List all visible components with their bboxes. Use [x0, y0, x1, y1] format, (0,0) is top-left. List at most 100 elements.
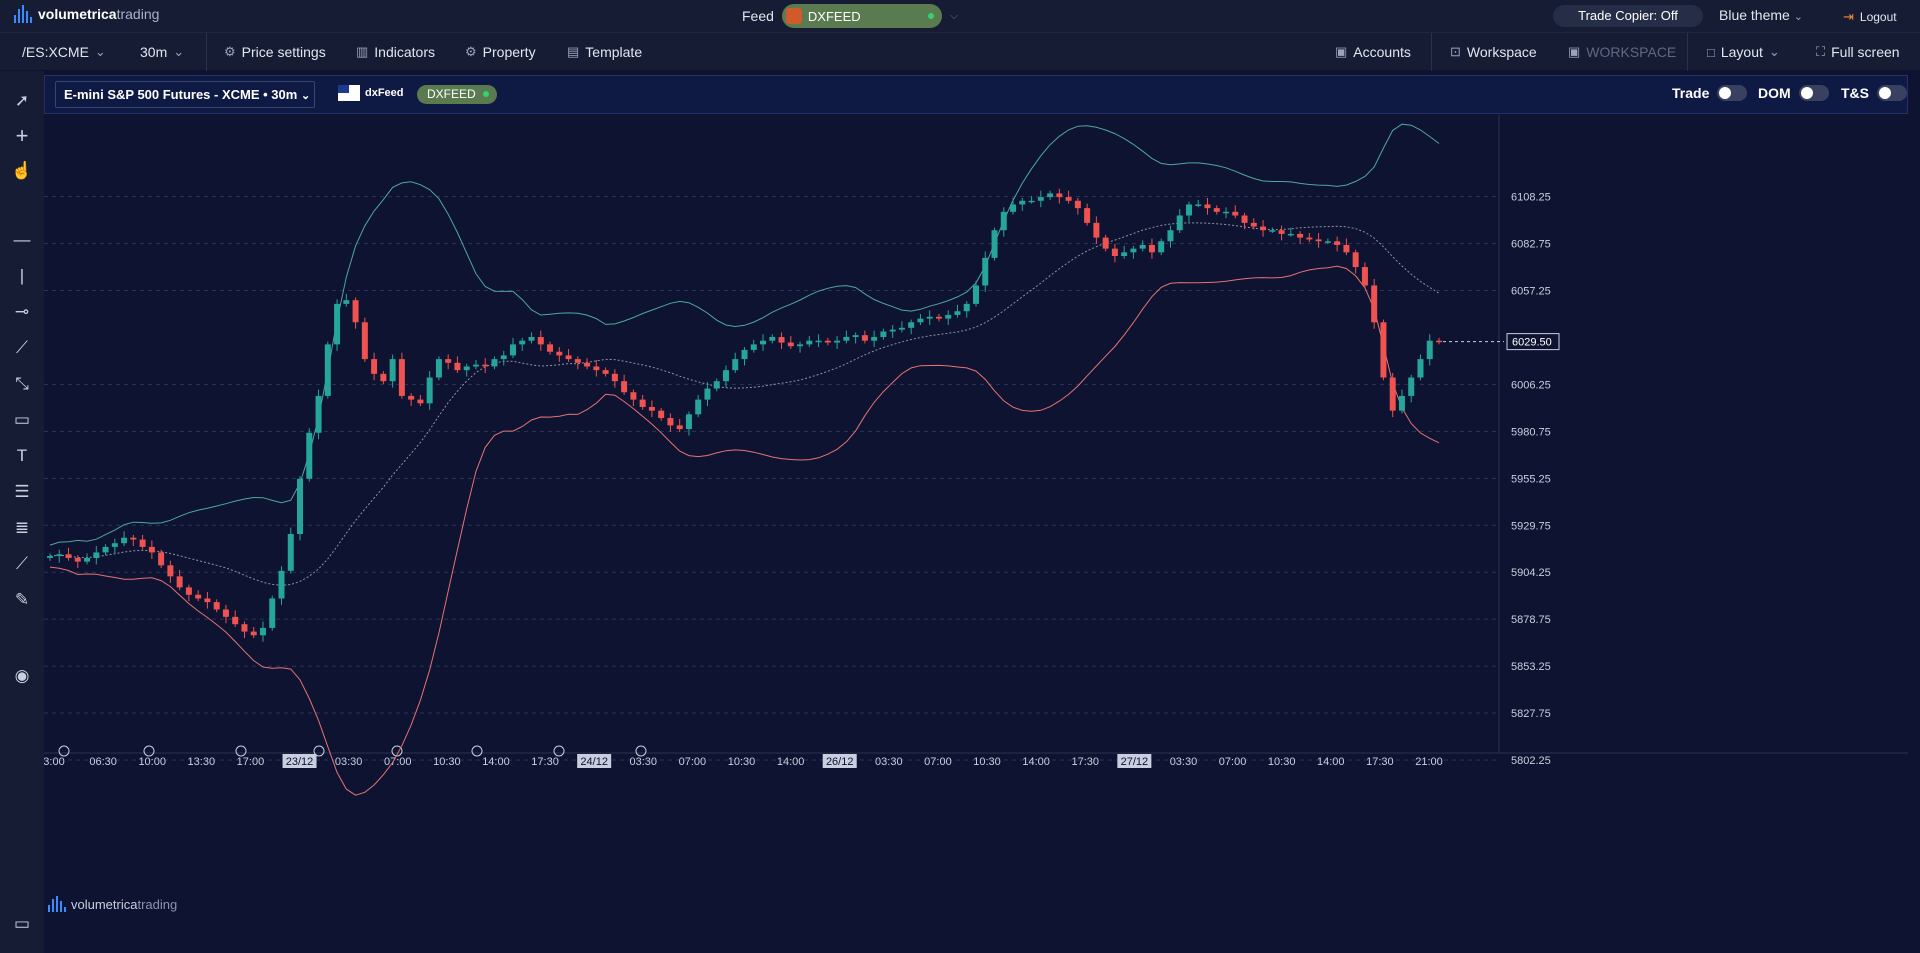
- dom-switch[interactable]: [1798, 85, 1829, 101]
- candle-body: [1047, 193, 1054, 198]
- chevron-down-icon[interactable]: ⌵: [949, 9, 959, 22]
- accounts-button[interactable]: ▣ Accounts: [1335, 44, 1411, 60]
- accounts-icon: ▣: [1335, 44, 1348, 59]
- dxfeed-brand: dxFeed: [365, 87, 404, 99]
- time-tick-label: 03:30: [630, 756, 658, 768]
- measure-tool-icon[interactable]: ⟋: [16, 554, 28, 573]
- date-tick-label: 27/12: [1121, 756, 1149, 768]
- property-button[interactable]: ⚙ Property: [465, 44, 536, 60]
- candle-body: [1139, 244, 1146, 249]
- candle-body: [1195, 204, 1202, 206]
- candle-body: [185, 587, 192, 595]
- candle-body: [139, 539, 146, 547]
- candle-body: [1343, 244, 1350, 253]
- sliders-icon: ⚙: [224, 44, 236, 59]
- candle-body: [65, 554, 72, 558]
- session-marker[interactable]: [635, 745, 647, 757]
- square-icon: □: [1707, 44, 1715, 60]
- timeframe-selector[interactable]: 30m ⌄: [140, 44, 184, 60]
- dom-toggle[interactable]: DOM: [1758, 85, 1829, 101]
- session-marker[interactable]: [313, 745, 325, 757]
- candle-body: [1408, 377, 1415, 396]
- price-settings-button[interactable]: ⚙ Price settings: [224, 44, 326, 60]
- vertical-line-icon[interactable]: |: [19, 266, 25, 285]
- candle-body: [121, 537, 128, 544]
- candle-body: [982, 257, 989, 286]
- ts-toggle[interactable]: T&S: [1841, 85, 1907, 101]
- candle-body: [1111, 248, 1118, 257]
- candle-body: [824, 340, 831, 343]
- cursor-icon[interactable]: ➚: [14, 91, 30, 110]
- candle-body: [1037, 197, 1044, 201]
- instrument-selector[interactable]: E-mini S&P 500 Futures - XCME • 30m ⌄: [55, 81, 315, 108]
- candle-body: [1389, 377, 1396, 411]
- candle-body: [334, 303, 341, 345]
- symbol-selector[interactable]: /ES:XCME ⌄: [22, 44, 106, 60]
- fibonacci-icon[interactable]: ☰: [14, 482, 30, 501]
- middle-band-line: [49, 222, 1440, 586]
- candle-body: [1278, 230, 1285, 234]
- trade-switch[interactable]: [1717, 85, 1748, 101]
- feed-pill[interactable]: DXFEED: [781, 4, 942, 28]
- save-icon: ▣: [1568, 44, 1581, 59]
- session-marker[interactable]: [235, 745, 247, 757]
- candle-body: [528, 337, 535, 341]
- hand-icon[interactable]: ☝: [11, 161, 33, 180]
- session-marker[interactable]: [391, 745, 403, 757]
- candle-body: [584, 362, 591, 367]
- candle-body: [963, 303, 970, 312]
- session-marker[interactable]: [58, 745, 70, 757]
- trend-line-icon[interactable]: ⟋: [16, 338, 28, 357]
- time-tick-label: 03:30: [875, 756, 903, 768]
- workspace-save-button[interactable]: ▣ WORKSPACE: [1568, 44, 1676, 60]
- candle-body: [287, 534, 294, 571]
- watermark-text-light: trading: [137, 896, 178, 912]
- rectangle-icon[interactable]: ▭: [13, 410, 31, 429]
- layout-button[interactable]: □ Layout ⌄: [1707, 44, 1780, 60]
- logout-button[interactable]: ⇥ Logout: [1843, 9, 1897, 25]
- ray-icon[interactable]: ⊸: [14, 302, 30, 321]
- trade-copier-button[interactable]: Trade Copier: Off: [1553, 5, 1703, 27]
- candle-body: [667, 418, 674, 426]
- candle-body: [1306, 237, 1313, 240]
- feed-selector[interactable]: Feed DXFEED ⌵: [742, 4, 958, 28]
- session-marker[interactable]: [553, 745, 565, 757]
- dom-label: DOM: [1758, 85, 1791, 101]
- screen-icon[interactable]: ▭: [13, 914, 31, 933]
- upper-band-line: [49, 123, 1440, 546]
- trade-toggle[interactable]: Trade: [1672, 85, 1748, 101]
- ts-switch[interactable]: [1877, 85, 1907, 101]
- drawing-toolbar: ➚ + ☝ — | ⊸ ⟋ ⤡ ▭ T ☰ ≣ ⟋ ✎ ◉ ▭: [0, 71, 44, 953]
- date-tick-label: 26/12: [826, 756, 854, 768]
- candle-body: [713, 381, 720, 389]
- levels-icon[interactable]: ≣: [14, 518, 30, 537]
- time-tick-label: 21:00: [1415, 756, 1443, 768]
- time-tick-label: 07:00: [1219, 756, 1247, 768]
- date-tick-bg: [577, 754, 612, 768]
- candle-body: [1297, 233, 1304, 238]
- candle-body: [445, 359, 452, 363]
- session-marker[interactable]: [471, 745, 483, 757]
- session-marker[interactable]: [143, 745, 155, 757]
- ruler-icon[interactable]: ✎: [14, 590, 30, 609]
- text-icon[interactable]: T: [16, 446, 28, 465]
- price-chart[interactable]: 6108.25 6082.75 6057.25 6006.25 5980.75 5955.…: [44, 115, 1908, 953]
- fullscreen-button[interactable]: ⛶ Full screen: [1816, 44, 1900, 60]
- chevron-down-icon: ⌄: [173, 44, 185, 59]
- horizontal-line-icon[interactable]: —: [13, 230, 31, 249]
- eye-icon[interactable]: ◉: [14, 666, 30, 685]
- candle-body: [806, 340, 813, 345]
- candle-body: [1102, 237, 1109, 249]
- indicators-button[interactable]: ▥ Indicators: [356, 44, 435, 60]
- workspace-button[interactable]: ⊡ Workspace: [1450, 44, 1537, 60]
- theme-selector[interactable]: Blue theme ⌄: [1719, 7, 1803, 23]
- path-icon[interactable]: ⤡: [15, 374, 29, 393]
- candle-body: [352, 300, 359, 323]
- candle-body: [1361, 267, 1368, 286]
- time-tick-label: 14:00: [1022, 756, 1050, 768]
- candle-body: [158, 552, 165, 566]
- crosshair-icon[interactable]: +: [15, 123, 29, 148]
- chart-area[interactable]: 6108.25 6082.75 6057.25 6006.25 5980.75 5955.…: [44, 115, 1908, 953]
- candle-body: [222, 609, 229, 617]
- template-button[interactable]: ▤ Template: [567, 44, 642, 60]
